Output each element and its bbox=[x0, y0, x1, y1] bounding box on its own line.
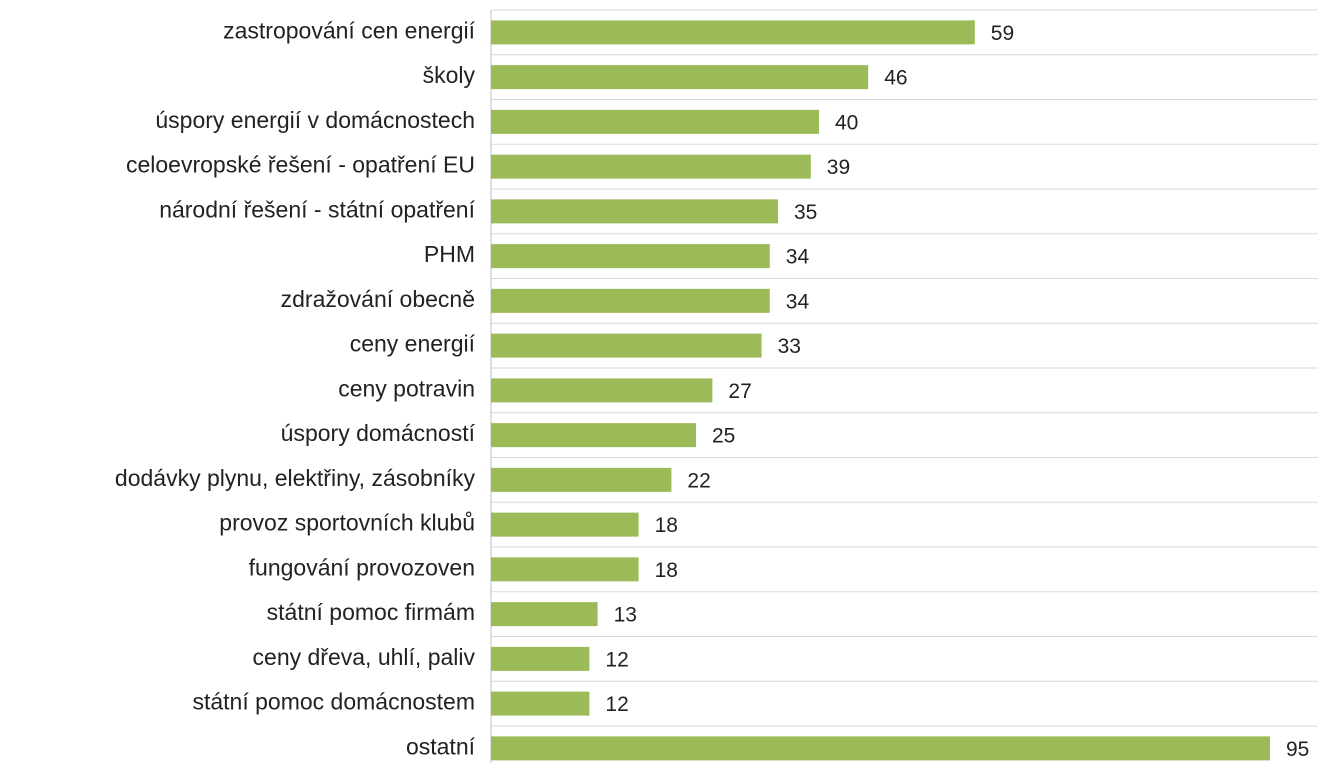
y-tick-label: PHM bbox=[424, 241, 475, 267]
bar bbox=[491, 154, 811, 179]
bar bbox=[491, 691, 590, 716]
bar bbox=[491, 288, 770, 313]
bar bbox=[491, 557, 639, 582]
y-tick-label: úspory energií v domácnostech bbox=[155, 107, 475, 133]
data-label: 40 bbox=[835, 111, 858, 134]
data-label: 13 bbox=[614, 604, 637, 627]
data-label: 33 bbox=[778, 335, 801, 358]
y-tick-label: ceny potravin bbox=[338, 375, 475, 401]
bar bbox=[491, 244, 770, 269]
bar bbox=[491, 736, 1270, 761]
data-label: 35 bbox=[794, 201, 817, 224]
y-tick-label: ceny dřeva, uhlí, paliv bbox=[253, 644, 476, 670]
bar bbox=[491, 646, 590, 671]
y-tick-label: provoz sportovních klubů bbox=[219, 510, 475, 536]
y-tick-label: dodávky plynu, elektřiny, zásobníky bbox=[115, 465, 476, 491]
data-label: 46 bbox=[884, 67, 907, 90]
y-tick-label: národní řešení - státní opatření bbox=[159, 196, 475, 222]
y-tick-label: ceny energií bbox=[350, 331, 476, 357]
data-label: 34 bbox=[786, 246, 810, 269]
data-label: 18 bbox=[655, 559, 678, 582]
data-label: 22 bbox=[687, 469, 710, 492]
y-tick-label: školy bbox=[423, 62, 476, 88]
bar bbox=[491, 467, 672, 492]
y-tick-label: státní pomoc firmám bbox=[267, 599, 475, 625]
y-tick-label: zastropování cen energií bbox=[223, 17, 475, 43]
data-label: 59 bbox=[991, 22, 1014, 45]
y-tick-label: státní pomoc domácnostem bbox=[192, 689, 475, 715]
bar bbox=[491, 65, 869, 90]
y-tick-label: úspory domácností bbox=[281, 420, 476, 446]
bar bbox=[491, 109, 819, 134]
bar bbox=[491, 602, 598, 627]
bar bbox=[491, 333, 762, 358]
bar bbox=[491, 20, 975, 45]
data-label: 25 bbox=[712, 425, 735, 448]
data-label: 39 bbox=[827, 156, 850, 179]
bar bbox=[491, 512, 639, 537]
data-label: 18 bbox=[655, 514, 678, 537]
bar bbox=[491, 199, 778, 224]
y-tick-label: ostatní bbox=[406, 733, 476, 759]
bar bbox=[491, 423, 696, 448]
data-label: 12 bbox=[605, 648, 628, 671]
y-tick-label: zdražování obecně bbox=[281, 286, 475, 312]
data-label: 27 bbox=[728, 380, 751, 403]
data-label: 12 bbox=[605, 693, 628, 716]
y-tick-label: fungování provozoven bbox=[249, 554, 475, 580]
y-tick-label: celoevropské řešení - opatření EU bbox=[126, 152, 475, 178]
data-label: 34 bbox=[786, 290, 810, 313]
bar bbox=[491, 378, 713, 403]
data-label: 95 bbox=[1286, 738, 1309, 761]
